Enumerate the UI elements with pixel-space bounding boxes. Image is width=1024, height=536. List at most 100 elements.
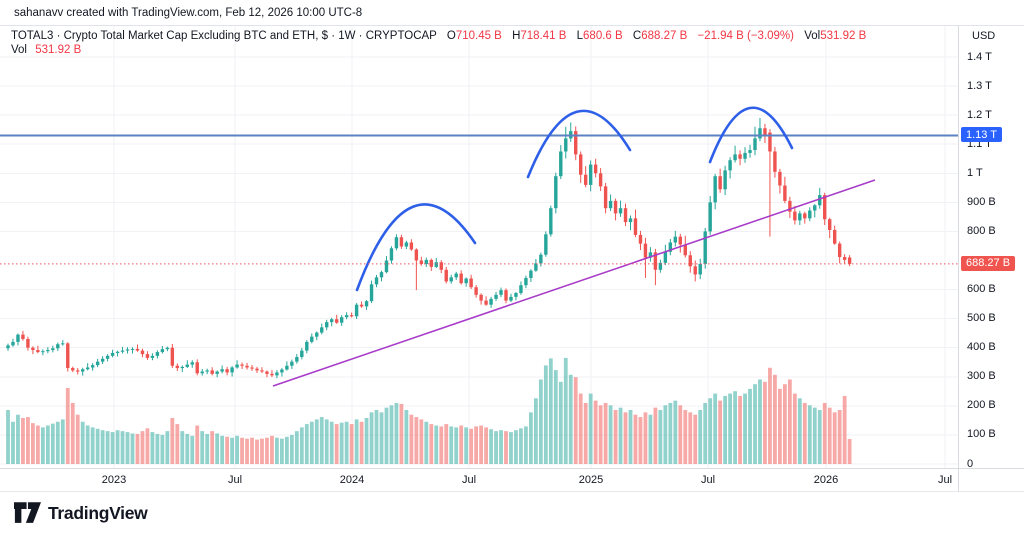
volume-bar: [289, 434, 294, 464]
volume-bar: [693, 414, 698, 464]
volume-inline-value: Vol531.92 B: [804, 30, 867, 42]
volume-bar: [718, 400, 723, 464]
candle-body: [115, 351, 120, 353]
volume-bar: [499, 430, 503, 464]
candle-body: [265, 371, 269, 374]
time-tick-label: 2026: [813, 474, 839, 486]
volume-bar: [329, 421, 334, 464]
candle-body: [469, 278, 473, 288]
volume-bar: [170, 417, 175, 464]
volume-bar: [314, 419, 319, 464]
time-tick-label: Jul: [227, 474, 243, 486]
volume-bar: [658, 410, 663, 464]
volume-bar: [623, 412, 628, 464]
volume-bar: [205, 433, 210, 464]
candle-body: [195, 362, 199, 374]
candle-body: [539, 254, 543, 264]
chart-region: TOTAL3 · Crypto Total Market Cap Excludi…: [0, 26, 1024, 470]
volume-bar: [235, 435, 239, 464]
volume-bar: [743, 393, 747, 464]
volume-bar: [40, 427, 45, 464]
candle-body: [210, 370, 214, 374]
candle-body: [768, 132, 772, 152]
volume-bar: [533, 398, 538, 464]
volume-bar: [270, 435, 274, 464]
high-value: H718.41 B: [512, 30, 567, 42]
price-chart-canvas[interactable]: [0, 26, 958, 468]
candle-body: [76, 370, 80, 372]
candle-body: [220, 369, 224, 372]
arc-drawing[interactable]: [526, 109, 632, 179]
volume-bar: [733, 391, 737, 464]
candle-body: [200, 371, 204, 374]
candle-body: [51, 348, 55, 351]
candle-body: [798, 213, 802, 221]
volume-bar: [35, 425, 40, 464]
volume-bar: [399, 403, 404, 464]
volume-bar: [797, 398, 802, 464]
candle-body: [280, 369, 284, 373]
volume-bar: [434, 425, 439, 464]
volume-bar: [354, 419, 359, 464]
price-axis[interactable]: USD 1.13 T 688.27 B 1.4 T 1.3 T 1.2 T 1.1 T…: [958, 26, 1024, 470]
candle-body: [125, 349, 130, 351]
volume-bar: [175, 424, 180, 464]
candle-body: [275, 372, 279, 376]
candle-body: [773, 151, 777, 172]
volume-bar: [817, 410, 822, 464]
candle-body: [598, 173, 603, 187]
candle-body: [120, 350, 125, 352]
trendline-drawing[interactable]: [272, 179, 876, 387]
tradingview-logo[interactable]: TradingView: [14, 502, 148, 524]
volume-bar: [50, 423, 55, 464]
candle-body: [140, 350, 145, 355]
candle-body: [678, 236, 682, 245]
symbol-title[interactable]: TOTAL3 · Crypto Total Market Cap Excludi…: [11, 30, 437, 42]
arc-drawing[interactable]: [708, 106, 794, 164]
volume-bar: [65, 387, 70, 464]
candle-body: [842, 257, 847, 260]
price-tick-label: 400 B: [967, 341, 996, 354]
candle-body: [459, 273, 463, 284]
candle-body: [564, 138, 568, 152]
volume-bar: [514, 430, 518, 464]
candle-body: [205, 370, 209, 372]
candle-body: [419, 260, 424, 264]
time-tick-label: Jul: [937, 474, 953, 486]
volume-bar: [31, 423, 35, 464]
volume-bar: [11, 421, 15, 464]
time-axis[interactable]: 2023 Jul 2024 Jul 2025 Jul 2026 Jul: [0, 468, 1024, 493]
candle-body: [623, 208, 628, 223]
volume-bar: [847, 439, 852, 464]
attribution-text: sahanavv created with TradingView.com, F…: [14, 7, 363, 19]
volume-bar: [738, 395, 742, 464]
candle-body: [235, 364, 239, 368]
candle-body: [818, 195, 822, 206]
volume-bar: [489, 429, 493, 464]
candle-body: [424, 259, 429, 264]
candle-body: [290, 361, 294, 366]
volume-bar: [349, 424, 354, 464]
volume-bar: [115, 430, 120, 464]
volume-bar: [369, 412, 374, 464]
chart-legend: TOTAL3 · Crypto Total Market Cap Excludi…: [11, 29, 866, 57]
volume-bar: [648, 414, 653, 464]
candle-body: [832, 229, 837, 244]
candle-body: [369, 284, 374, 302]
candle-body: [81, 369, 85, 372]
candle-body: [524, 277, 528, 286]
arc-drawing[interactable]: [355, 203, 477, 292]
volume-bar: [768, 367, 772, 464]
candle-body: [6, 345, 10, 349]
candle-body: [190, 362, 194, 365]
candle-body: [56, 344, 60, 349]
volume-bar: [524, 426, 528, 464]
close-value: C688.27 B: [632, 30, 688, 42]
candle-body: [633, 218, 638, 235]
volume-bars: [6, 357, 852, 464]
volume-bar: [304, 424, 309, 464]
volume-bar: [787, 379, 792, 464]
candle-body: [439, 262, 443, 270]
volume-bar: [444, 424, 449, 464]
volume-bar: [449, 426, 454, 464]
